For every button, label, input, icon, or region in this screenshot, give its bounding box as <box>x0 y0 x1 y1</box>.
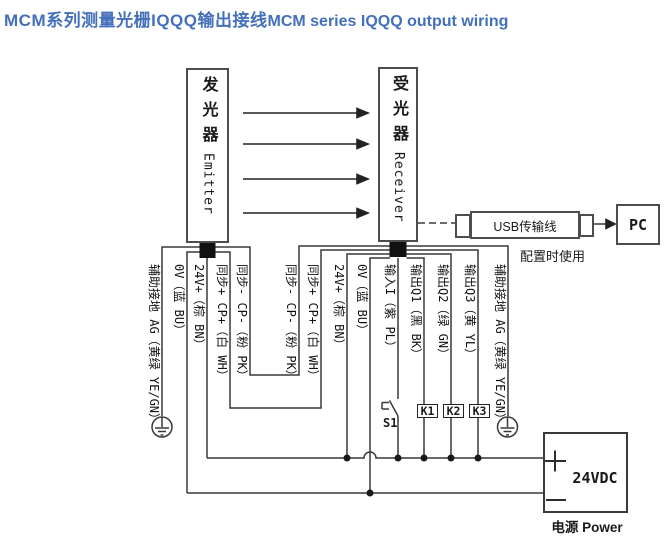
wire-emitter-0v <box>186 251 200 493</box>
ground-symbol-right <box>496 416 519 438</box>
wire-q2 <box>406 253 452 404</box>
junction-dots <box>343 454 482 497</box>
relay-k3-label: K3 <box>472 404 487 418</box>
receiver-connector <box>389 242 407 257</box>
relay-k3: K3 <box>469 404 490 418</box>
wire-emitter-ag <box>161 246 200 416</box>
usb-plug-left <box>455 214 471 238</box>
emitter-label: 发光器 Emitter <box>199 76 217 215</box>
wire-label-receiver-q1: 输出Q1（黑 BK） <box>409 264 423 361</box>
relay-k1-label: K1 <box>420 404 435 418</box>
power-name: 电源 Power <box>551 520 623 535</box>
switch-actuator <box>381 401 389 410</box>
pc-label: PC <box>628 215 648 234</box>
power-supply-box <box>543 432 628 513</box>
emitter-label-cn: 发光器 <box>199 76 217 151</box>
relay-k1: K1 <box>417 404 438 418</box>
receiver-label-cn: 受光器 <box>390 75 407 150</box>
relay-k2: K2 <box>443 404 464 418</box>
emitter-box: 发光器 Emitter <box>186 68 229 243</box>
wire-sync-minus-loop <box>215 245 390 376</box>
bus-24v-plus <box>207 451 543 459</box>
wire-label-emitter-cp-minus: 同步- CP-（粉 PK） <box>235 264 249 382</box>
wires <box>161 222 606 494</box>
ground-symbol-left <box>151 416 173 438</box>
usb-cable-label: USB传输线 <box>493 219 557 234</box>
wire-q1 <box>406 257 425 404</box>
wire-label-receiver-0v: 0V（蓝 BU） <box>355 264 369 337</box>
wire-label-emitter-ag: 辅助接地 AG（黄绿 YE/GN） <box>147 264 161 426</box>
title-chinese: MCM系列测量光栅IQQQ输出接线 <box>4 11 268 30</box>
power-terminals <box>544 450 566 501</box>
wire-receiver-24v <box>346 253 390 458</box>
wire-label-emitter-cp-plus: 同步+ CP+（白 WH） <box>215 264 229 382</box>
relay-k2-label: K2 <box>446 404 461 418</box>
pc-box: PC <box>616 204 660 245</box>
wire-q3 <box>406 249 479 404</box>
wire-label-receiver-q3: 输出Q3（黄 YL） <box>463 264 477 361</box>
emitter-connector <box>199 243 216 258</box>
usb-pc-arrowhead <box>605 218 617 230</box>
wire-receiver-ag <box>406 245 509 416</box>
usb-plug-right <box>579 214 594 237</box>
usb-cable-box: USB传输线 <box>470 211 580 239</box>
wire-label-receiver-24v: 24V+（棕 BN） <box>332 264 346 351</box>
power-voltage: 24VDC <box>572 469 618 487</box>
wire-label-loop-cp-minus: 同步- CP-（粉 PK） <box>284 264 298 382</box>
plus-terminal-icon <box>544 450 566 472</box>
wire-label-loop-cp-plus: 同步+ CP+（白 WH） <box>306 264 320 382</box>
emitter-label-en: Emitter <box>200 153 216 215</box>
beam-arrows <box>243 107 617 230</box>
wire-label-emitter-0v: 0V（蓝 BU） <box>172 264 186 337</box>
switch-s1-label: S1 <box>383 416 398 430</box>
wire-label-receiver-ag: 辅助接地 AG（黄绿 YE/GN） <box>493 264 507 426</box>
wire-label-receiver-input: 输入I（紫 PL） <box>383 264 397 353</box>
receiver-box: 受光器 Receiver <box>378 67 418 242</box>
wire-receiver-0v <box>369 257 390 493</box>
wire-label-receiver-q2: 输出Q2（绿 GN） <box>436 264 450 361</box>
title-english: MCM series IQQQ output wiring <box>267 13 509 30</box>
usb-note: 配置时使用 <box>520 249 586 264</box>
receiver-label-en: Receiver <box>391 152 406 223</box>
wire-label-emitter-24v: 24V+（棕 BN） <box>192 264 206 351</box>
receiver-label: 受光器 Receiver <box>390 75 407 223</box>
wire-sync-plus-loop <box>215 249 390 409</box>
switch-lever <box>388 400 399 417</box>
page-title: MCM系列测量光栅IQQQ输出接线MCM series IQQQ output … <box>4 6 508 31</box>
